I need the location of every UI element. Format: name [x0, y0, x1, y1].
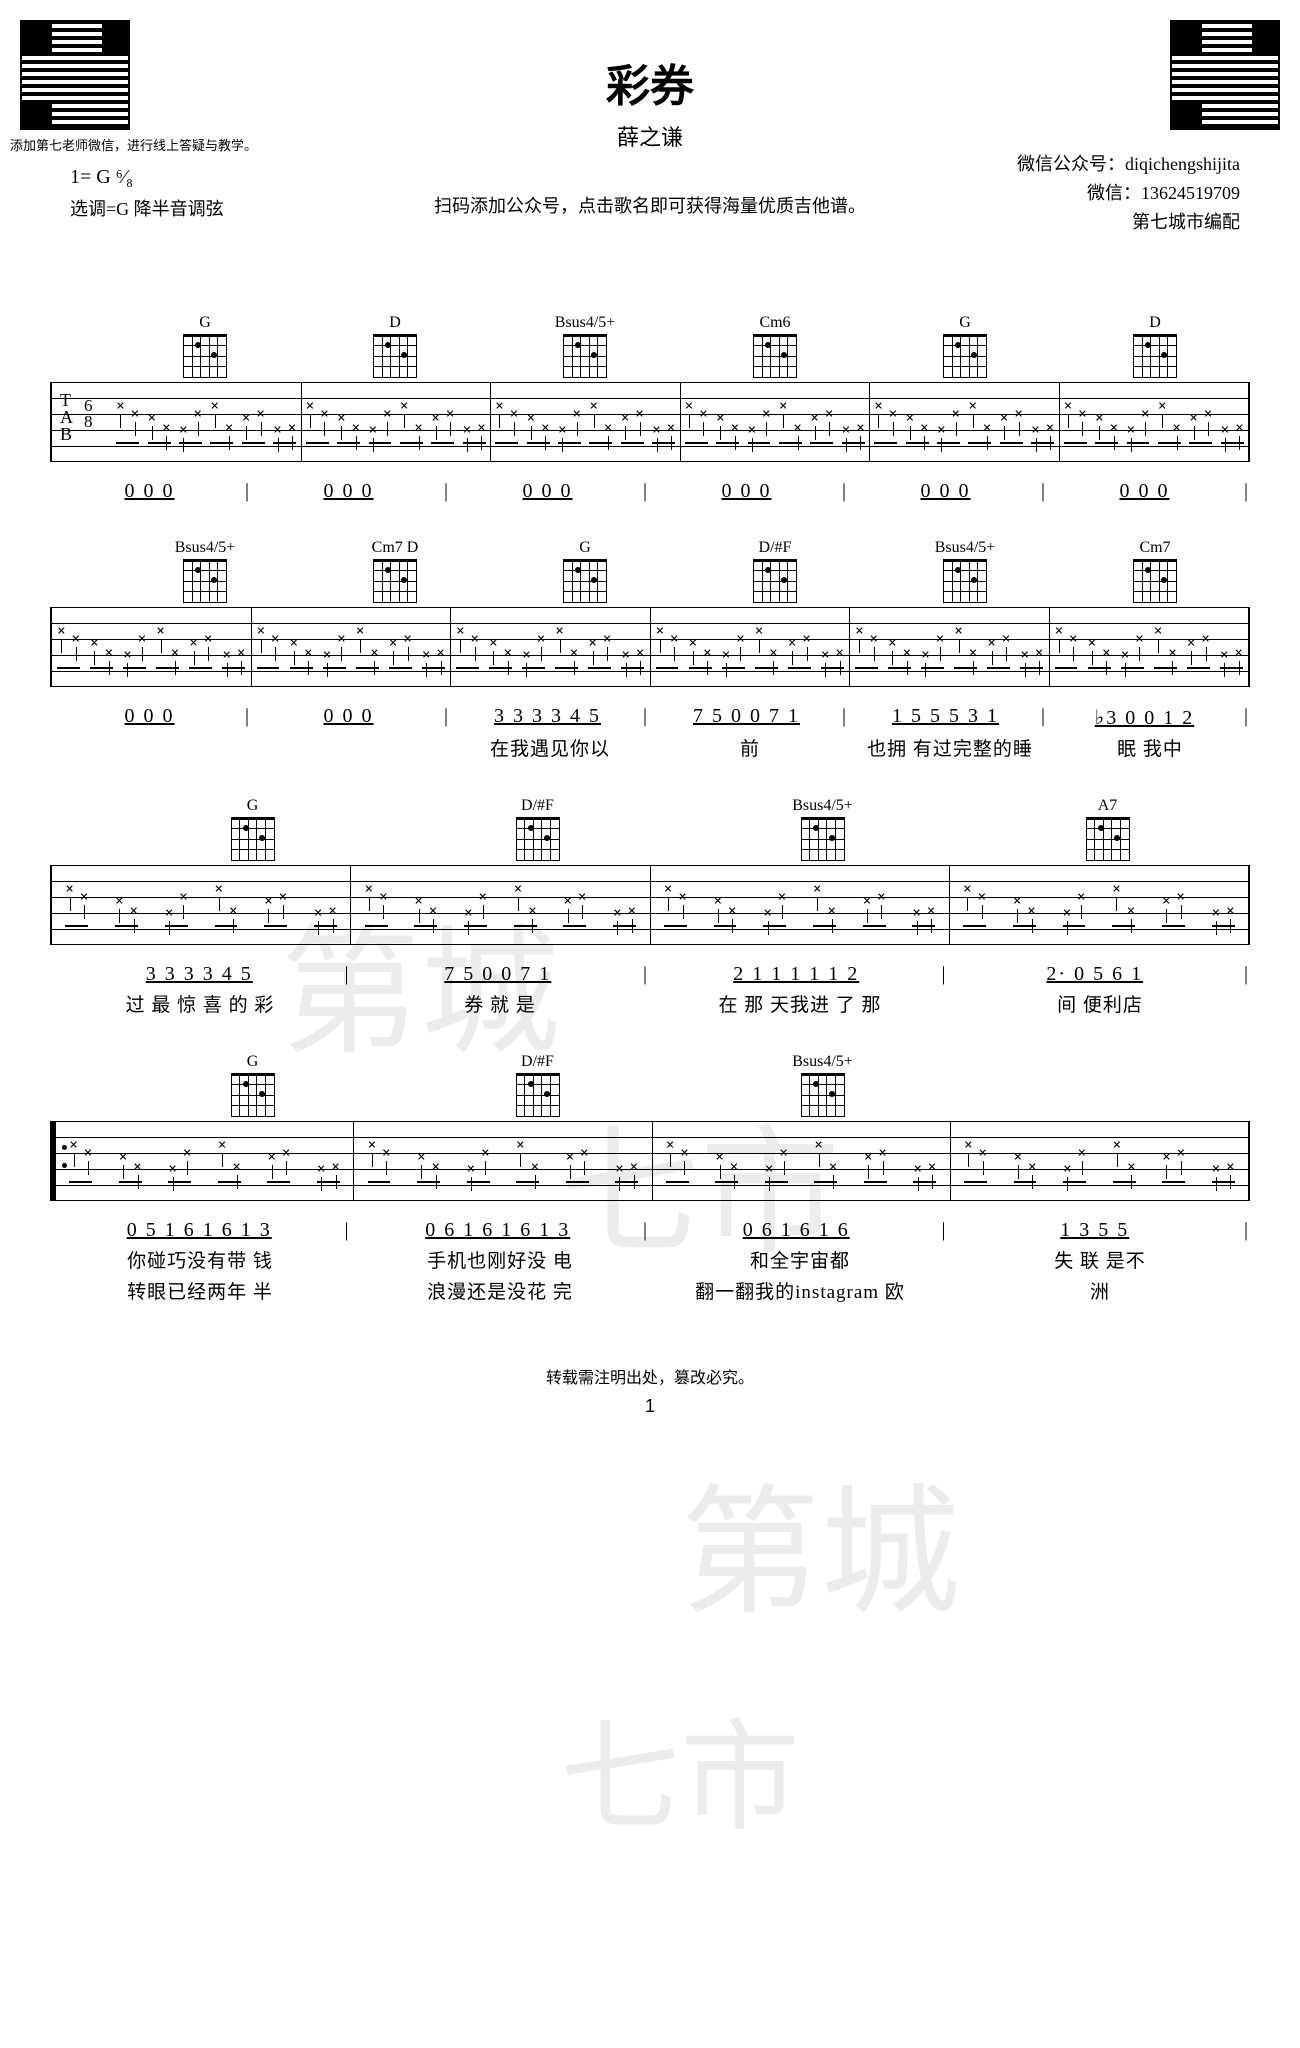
meta-left: 1= G ⁶⁄₈ 选调=G 降半音调弦 [70, 160, 224, 225]
lyric-bar: 间 便利店 [950, 990, 1250, 1017]
chord-label: Bsus4/5+ [680, 797, 965, 861]
lyric-bar-2: 洲 [950, 1277, 1250, 1304]
tuning: 选调=G 降半音调弦 [70, 194, 224, 225]
chord-label: D/#F [680, 539, 870, 603]
lyric-bar: 失 联 是不 [950, 1246, 1250, 1273]
meta-right: 微信公众号：diqichengshijita 微信：13624519709 第七… [1017, 150, 1240, 236]
lyric-bar-2: 翻一翻我的instagram 欧 [650, 1277, 950, 1304]
jianpu-bar: 0 5 1 6 1 6 1 3 [50, 1219, 349, 1242]
chord-label: Bsus4/5+ [870, 539, 1060, 603]
chord-label: G [110, 797, 395, 861]
chord-label: D/#F [395, 797, 680, 861]
jianpu-bar: 0 0 0 [448, 480, 647, 503]
chord-label: G [110, 314, 300, 378]
lyric-bar: 在 那 天我进 了 那 [650, 990, 950, 1017]
jianpu-bar: 0 0 0 [249, 705, 448, 730]
page-number: 1 [50, 1396, 1250, 1417]
chord-label: Cm7 D [300, 539, 490, 603]
chord-label: A7 [965, 797, 1250, 861]
song-title: 彩券 [50, 50, 1250, 114]
jianpu-bar: 2 1 1 1 1 1 2 [647, 963, 946, 986]
watermark: 第城 [680, 1440, 960, 1642]
lyric-bar: 和全宇宙都 [650, 1246, 950, 1273]
key-time: 1= G ⁶⁄₈ [70, 160, 224, 194]
artist-name: 薛之谦 [50, 120, 1250, 152]
jianpu-bar: 7 5 0 0 7 1 [349, 963, 648, 986]
lyric-bar: 手机也刚好没 电 [350, 1246, 650, 1273]
chord-label: Cm6 [680, 314, 870, 378]
chord-label: Bsus4/5+ [680, 1053, 965, 1117]
chord-label: Cm7 [1060, 539, 1250, 603]
wechat-id: 微信：13624519709 [1017, 179, 1240, 208]
arranger: 第七城市编配 [1017, 208, 1240, 237]
lyric-bar: 前 [650, 734, 850, 761]
chord-label: D/#F [395, 1053, 680, 1117]
jianpu-bar: ♭3 0 0 1 2 [1045, 705, 1244, 730]
lyric-bar-2: 浪漫还是没花 完 [350, 1277, 650, 1304]
score-body: GDBsus4/5+Cm6GDTAB68××××××××××××××××××××… [50, 308, 1250, 1304]
chord-label: D [300, 314, 490, 378]
chord-label: G [490, 539, 680, 603]
chord-label: G [870, 314, 1060, 378]
chord-label: G [110, 1053, 395, 1117]
lyric-bar [50, 734, 250, 761]
lyric-bar: 你碰巧没有带 钱 [50, 1246, 350, 1273]
jianpu-bar: 2· 0 5 6 1 [946, 963, 1245, 986]
jianpu-bar: 7 5 0 0 7 1 [647, 705, 846, 730]
jianpu-bar: 0 0 0 [50, 705, 249, 730]
jianpu-bar: 0 0 0 [846, 480, 1045, 503]
chord-label: Bsus4/5+ [110, 539, 300, 603]
chord-label: Bsus4/5+ [490, 314, 680, 378]
jianpu-bar: 0 6 1 6 1 6 [647, 1219, 946, 1242]
jianpu-bar: 1 3 5 5 [946, 1219, 1245, 1242]
jianpu-bar: 1 5 5 5 3 1 [846, 705, 1045, 730]
jianpu-bar: 0 6 1 6 1 6 1 3 [349, 1219, 648, 1242]
lyric-bar: 眠 我中 [1050, 734, 1250, 761]
lyric-bar: 也拥 有过完整的睡 [850, 734, 1050, 761]
jianpu-bar: 3 3 3 3 4 5 [448, 705, 647, 730]
lyric-bar: 在我遇见你以 [450, 734, 650, 761]
watermark: 七市 [560, 1680, 800, 1854]
jianpu-bar: 0 0 0 [50, 480, 249, 503]
lyric-bar [250, 734, 450, 761]
jianpu-bar: 0 0 0 [249, 480, 448, 503]
lyric-bar-2: 转眼已经两年 半 [50, 1277, 350, 1304]
lyric-bar: 过 最 惊 喜 的 彩 [50, 990, 350, 1017]
jianpu-bar: 0 0 0 [1045, 480, 1244, 503]
jianpu-bar: 3 3 3 3 4 5 [50, 963, 349, 986]
wechat-public: 微信公众号：diqichengshijita [1017, 150, 1240, 179]
chord-label: D [1060, 314, 1250, 378]
jianpu-bar: 0 0 0 [647, 480, 846, 503]
footer-note: 转载需注明出处，篡改必究。 [50, 1364, 1250, 1388]
lyric-bar: 券 就 是 [350, 990, 650, 1017]
